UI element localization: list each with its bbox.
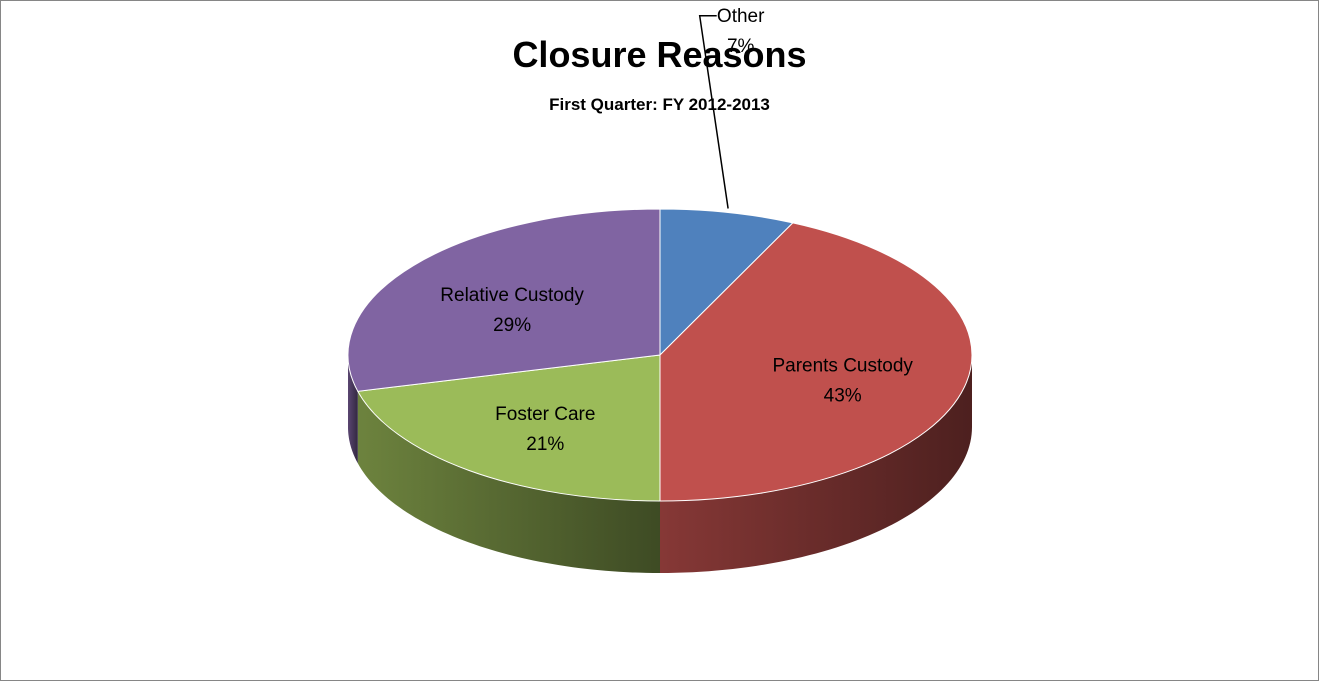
pie-sides xyxy=(348,355,972,573)
pie-labels: Other 7% Parents Custody 43% Foster Care 21% R… xyxy=(440,6,913,455)
pie-tops xyxy=(347,208,973,502)
pie-side-parents-custody xyxy=(660,355,972,573)
slice-value-other: 7% xyxy=(727,36,755,57)
chart-title: Closure Reasons xyxy=(512,34,807,75)
slice-value-parents-custody: 43% xyxy=(824,386,862,407)
pie-slice-parents-custody xyxy=(659,222,973,502)
slice-value-foster-care: 21% xyxy=(526,434,564,455)
slice-value-relative-custody: 29% xyxy=(493,315,531,336)
pie-side-relative-custody xyxy=(348,355,358,464)
pie-side-foster-care xyxy=(357,391,660,573)
slice-label-foster-care: Foster Care xyxy=(495,404,595,425)
slice-label-other: Other xyxy=(717,6,765,27)
pie-slice-relative-custody xyxy=(347,208,661,392)
pie-slice-other xyxy=(659,208,794,357)
chart-subtitle: First Quarter: FY 2012-2013 xyxy=(549,95,770,114)
slice-label-parents-custody: Parents Custody xyxy=(772,356,913,377)
slice-label-relative-custody: Relative Custody xyxy=(440,285,584,306)
leader-line-other xyxy=(698,15,729,209)
pie-slice-foster-care xyxy=(357,354,661,502)
